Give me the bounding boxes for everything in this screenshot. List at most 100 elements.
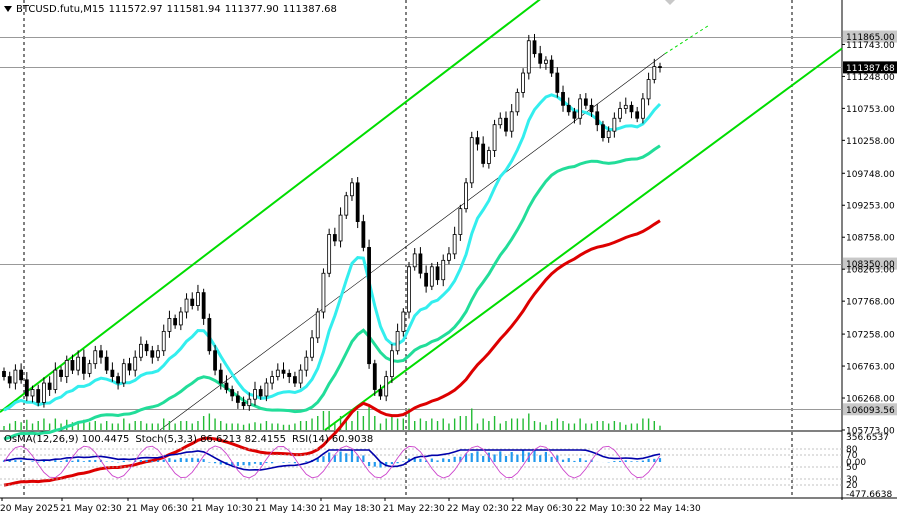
candle — [270, 370, 275, 390]
candle-body — [355, 182, 360, 222]
candle — [7, 371, 12, 389]
candle-body — [469, 137, 474, 184]
candle-body — [429, 266, 434, 287]
candle — [652, 58, 657, 84]
ma-mid-line — [3, 144, 661, 441]
candle-body — [515, 92, 520, 113]
candle — [24, 372, 29, 402]
time-axis-label: 21 May 14:30 — [255, 504, 317, 514]
candle-body — [595, 111, 600, 126]
candle — [230, 385, 235, 402]
candle-body — [544, 59, 548, 64]
price-axis-label: 111743.00 — [846, 41, 895, 51]
candle — [447, 247, 451, 265]
price-axis-label: 109748.00 — [846, 170, 895, 180]
candle-body — [150, 350, 155, 358]
indicator-axis-label: 30 — [846, 475, 858, 485]
candle-body — [281, 369, 286, 374]
candle-body — [441, 259, 446, 281]
candle-body — [110, 369, 115, 377]
candle — [407, 261, 411, 319]
candle — [253, 381, 257, 406]
candle-body — [481, 143, 486, 164]
candle-body — [447, 253, 451, 261]
candle-body — [658, 66, 662, 68]
candle — [566, 97, 571, 116]
candle — [595, 104, 600, 132]
price-tag — [843, 30, 897, 43]
candle-body — [384, 376, 389, 397]
candle — [486, 146, 491, 169]
channel-upper-line — [0, 0, 541, 413]
price-axis-label: 111865.00 — [846, 33, 895, 43]
candle — [429, 262, 434, 291]
candle-body — [99, 350, 103, 358]
candle — [201, 288, 206, 325]
candle — [635, 106, 640, 123]
chevron-down-icon[interactable] — [4, 6, 12, 12]
candle — [178, 307, 183, 331]
candle — [538, 45, 543, 69]
candle-body — [298, 369, 303, 384]
candle-body — [270, 376, 275, 384]
candle-body — [589, 104, 594, 113]
price-axis-label: 109253.00 — [846, 202, 895, 212]
candle — [589, 98, 594, 117]
candle — [59, 366, 63, 382]
candle-body — [549, 59, 554, 74]
candle-body — [532, 40, 537, 55]
time-axis-label: 22 May 02:30 — [447, 504, 509, 514]
candle — [601, 120, 605, 142]
candle — [13, 364, 18, 390]
ma-fast-line — [3, 93, 662, 412]
candle-body — [367, 247, 371, 365]
candle — [412, 248, 417, 271]
candle — [355, 177, 360, 229]
candle — [99, 344, 103, 364]
candle — [332, 227, 337, 247]
candle — [275, 363, 280, 381]
candle-body — [435, 266, 440, 281]
candle — [532, 33, 537, 58]
candle-body — [104, 356, 109, 371]
candle-body — [264, 382, 269, 397]
candle-body — [401, 311, 406, 332]
candle — [618, 101, 622, 123]
candle-body — [64, 360, 69, 377]
candle — [395, 323, 400, 355]
candle — [224, 375, 229, 394]
candle-body — [7, 376, 12, 384]
candle — [241, 396, 246, 410]
candle — [19, 363, 24, 384]
candle — [367, 239, 371, 369]
candle-body — [310, 337, 314, 358]
candle-body — [76, 356, 81, 371]
candle — [612, 112, 617, 138]
candle-body — [47, 382, 52, 390]
candle — [70, 354, 75, 375]
candle-body — [139, 343, 143, 358]
indicator-axis-label: 0.00 — [846, 458, 866, 468]
candle — [64, 355, 69, 384]
time-axis-label: 22 May 06:30 — [511, 504, 573, 514]
candle-body — [578, 98, 583, 119]
candle — [110, 362, 115, 382]
time-axis-label: 20 May 2025 — [0, 504, 59, 514]
candle-body — [190, 298, 195, 306]
price-axis-label: 108263.00 — [846, 266, 895, 276]
candle-body — [498, 117, 503, 126]
chart-header: BTCUSD.futu,M15 111572.97 111581.94 1113… — [0, 0, 341, 18]
candle — [184, 293, 189, 319]
candle — [424, 265, 429, 293]
candle — [161, 324, 166, 356]
candle — [344, 191, 349, 220]
candle — [464, 177, 468, 213]
candle — [549, 55, 554, 77]
candle — [190, 292, 195, 310]
candle-body — [59, 369, 63, 377]
candle-body — [407, 266, 411, 313]
candle — [150, 345, 155, 364]
price-axis-label: 105773.00 — [846, 427, 895, 437]
candle — [321, 268, 326, 319]
